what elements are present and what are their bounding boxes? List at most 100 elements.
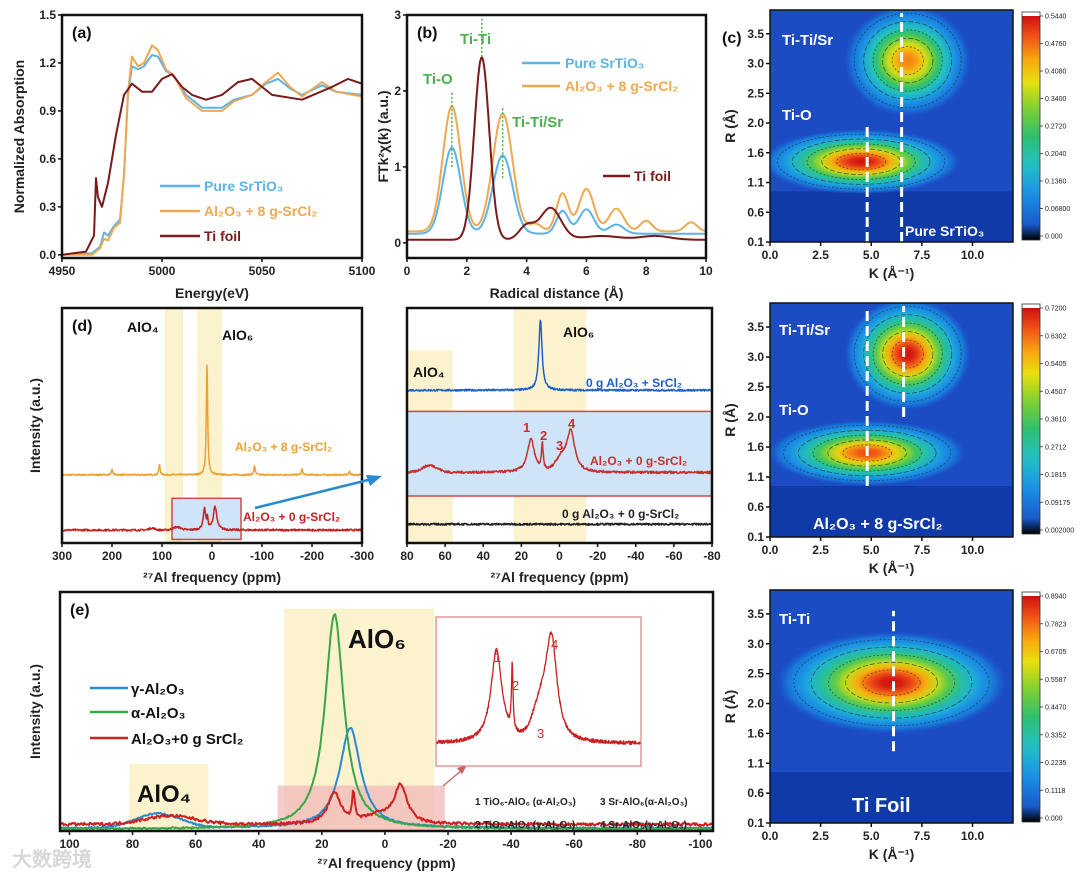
x-tick-label: -80 <box>703 549 721 563</box>
x-tick-label: -100 <box>250 549 274 563</box>
x-axis-label: ²⁷Al frequency (ppm) <box>317 855 455 871</box>
x-tick-label: 100 <box>152 549 172 563</box>
heatmap-area <box>770 590 1013 823</box>
series-label: 0 g Al₂O₃ + 0 g-SrCl₂ <box>562 507 679 521</box>
contour-line <box>845 661 938 704</box>
colorbar-tick-label: 0.6302 <box>1045 333 1067 340</box>
x-tick-label: 10.0 <box>961 829 985 843</box>
colorbar-tick-label: 0.8940 <box>1045 594 1067 601</box>
series-label: Al₂O₃ + 8 g-SrCl₂ <box>235 440 332 454</box>
y-tick-label: 1 <box>394 160 401 174</box>
y-tick-label: 1.6 <box>747 146 764 160</box>
highlight-band-0 <box>164 308 183 543</box>
legend-label: Al₂O₃ + 8 g-SrCl₂ <box>565 78 678 94</box>
x-tick-label: 200 <box>102 549 122 563</box>
y-tick-label: 2 <box>394 84 401 98</box>
peak-assignment: 3 Sr-AlO₆(α-Al₂O₃) <box>600 797 688 808</box>
colorbar-tick-label: 0.1360 <box>1045 179 1067 186</box>
peak-assignment: 2 TiO₆-AlO₆ (γ-Al₂O₃) <box>475 820 575 831</box>
colorbar-tick-label: 0.3610 <box>1045 417 1067 424</box>
x-tick-label: 4 <box>523 264 530 278</box>
plot-area <box>60 608 713 831</box>
peak-number: 4 <box>551 637 558 652</box>
colorbar-tick-label: 0.5440 <box>1045 14 1067 21</box>
map-annotation: Ti Foil <box>852 795 911 817</box>
plot-frame <box>769 589 1014 824</box>
map-annotation: Ti-Ti/Sr <box>782 32 833 49</box>
colorbar-tick-label: 0.2235 <box>1045 760 1067 767</box>
x-tick-label: 0 <box>556 549 563 563</box>
y-axis-label: R (Å) <box>722 109 738 142</box>
x-tick-label: 0.0 <box>762 829 779 843</box>
intensity-maximum-0 <box>770 129 960 195</box>
y-axis-label: R (Å) <box>722 690 738 723</box>
x-tick-label: 10.0 <box>961 248 985 262</box>
plot-frame <box>60 13 364 260</box>
colorbar-tick-label: 0.000 <box>1045 234 1063 241</box>
map-annotation: Ti-O <box>779 402 809 419</box>
x-axis-label: K (Å⁻¹) <box>869 265 915 281</box>
contour-line <box>891 339 924 369</box>
contour-line <box>872 29 943 92</box>
x-tick-label: 8 <box>643 264 650 278</box>
x-tick-label: 5050 <box>249 264 276 278</box>
colorbar-tick-label: 0.2040 <box>1045 151 1067 158</box>
plot-frame <box>769 302 1014 538</box>
intensity-maximum-1 <box>844 303 971 411</box>
band-label: AlO₄ <box>137 781 191 808</box>
contour-line <box>793 639 990 727</box>
y-tick-label: 0.1 <box>747 235 764 249</box>
legend-label: Ti foil <box>634 168 671 184</box>
map-annotation: Ti-Ti <box>779 611 810 628</box>
chart-e: 100 80 60 40 20 0 -20 -40 -60 -80 -100 ²⁷Al frequen… <box>27 590 715 871</box>
y-tick-label: 3.0 <box>747 57 764 71</box>
contour-line <box>791 138 931 185</box>
x-tick-label: 60 <box>189 837 203 851</box>
x-tick-label: 300 <box>52 549 72 563</box>
y-tick-label: 3.5 <box>747 320 764 334</box>
colorbar-tick-label: 0.2712 <box>1045 444 1067 451</box>
plot-frame <box>405 13 708 260</box>
series-label: Al₂O₃ + 0 g-SrCl₂ <box>590 454 687 468</box>
peak-annotation: Ti-Ti <box>460 31 491 48</box>
inset-connector <box>442 769 463 787</box>
colorbar-tick-label: 0.3400 <box>1045 96 1067 103</box>
y-axis-label: FTk²χ(k) (a.u.) <box>375 90 391 182</box>
contour-line <box>882 331 934 377</box>
heatmap-low-band <box>770 772 1013 823</box>
heatmap-area <box>770 303 1013 537</box>
plot-frame <box>435 616 642 767</box>
series-line-1 <box>60 613 713 831</box>
plot-area <box>62 44 362 256</box>
map-annotation: Ti-Ti/Sr <box>779 322 830 339</box>
peak-number: 1 <box>494 650 501 665</box>
colorbar-tick-label: 0.5587 <box>1045 677 1067 684</box>
contour-line <box>836 153 887 171</box>
y-tick-label: 2.5 <box>747 86 764 100</box>
panel-label: (a) <box>72 25 92 42</box>
legend-label: Pure SrTiO₃ <box>204 178 283 194</box>
series-line-0 <box>62 364 362 477</box>
x-tick-label: -20 <box>439 837 457 851</box>
intensity-maximum-1 <box>844 10 971 117</box>
y-axis-label: Intensity (a.u.) <box>27 664 43 759</box>
x-tick-label: 5.0 <box>863 543 880 557</box>
x-tick-label: 6 <box>583 264 590 278</box>
x-tick-label: 7.5 <box>914 543 931 557</box>
plot-frame <box>58 590 715 833</box>
x-tick-label: 2.5 <box>812 543 829 557</box>
x-tick-label: -300 <box>350 549 374 563</box>
peak-number: 3 <box>537 726 544 741</box>
colorbar-tick-label: 0.4470 <box>1045 705 1067 712</box>
plot-frame <box>769 9 1014 243</box>
band-label: AlO₆ <box>563 324 594 340</box>
x-tick-label: 10 <box>699 264 713 278</box>
colorbar-tick-label: 0.06800 <box>1045 206 1070 213</box>
x-tick-label: 5.0 <box>863 248 880 262</box>
x-tick-label: 0 <box>209 549 216 563</box>
legend-label: Al₂O₃+0 g SrCl₂ <box>131 731 243 748</box>
y-tick-label: 0.3 <box>39 200 56 214</box>
band-label: AlO₆ <box>348 624 406 654</box>
legend-label: Al₂O₃ + 8 g-SrCl₂ <box>204 203 317 219</box>
y-tick-label: 0.1 <box>747 816 764 830</box>
